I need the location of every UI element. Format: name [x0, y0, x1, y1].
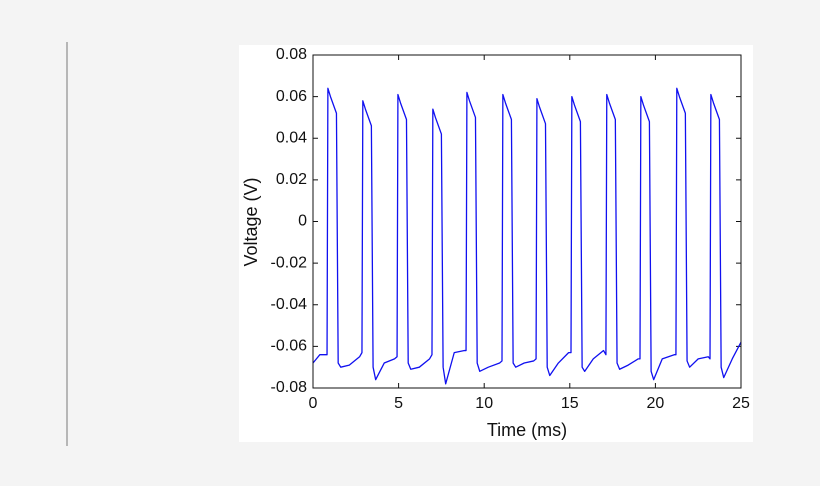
y-tick-label: 0.04	[276, 129, 307, 146]
x-tick-label: 15	[561, 395, 579, 412]
x-tick-label: 20	[647, 395, 665, 412]
x-axis-label: Time (ms)	[487, 420, 567, 440]
figure-background	[239, 45, 753, 442]
x-tick-label: 25	[732, 395, 750, 412]
y-tick-label: -0.02	[271, 254, 308, 271]
y-tick-label: 0.02	[276, 171, 307, 188]
y-axis-label: Voltage (V)	[241, 177, 261, 266]
x-tick-label: 10	[475, 395, 493, 412]
y-tick-label: -0.06	[271, 338, 308, 355]
y-tick-label: 0.06	[276, 88, 307, 105]
y-tick-label: -0.04	[271, 296, 308, 313]
x-tick-label: 0	[309, 395, 318, 412]
plot-frame	[312, 54, 742, 389]
voltage-trace	[312, 87, 742, 385]
y-tick-label: 0	[298, 213, 307, 230]
y-tick-label: 0.08	[276, 46, 307, 63]
y-tick-label: -0.08	[271, 379, 308, 396]
x-tick-label: 5	[394, 395, 403, 412]
